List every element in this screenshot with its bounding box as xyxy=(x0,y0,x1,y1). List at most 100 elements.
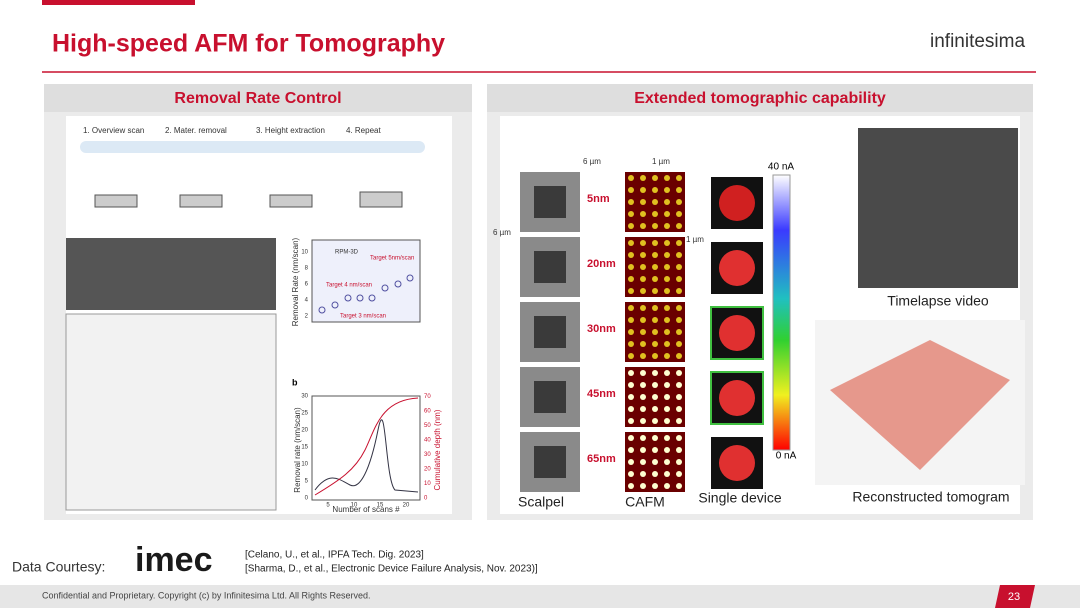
cafm-dot xyxy=(664,199,670,205)
cafm-dot xyxy=(640,370,646,376)
tick-label: 50 xyxy=(424,423,431,429)
scalpel-pit xyxy=(534,186,566,218)
cafm-dot xyxy=(640,382,646,388)
cafm-dot xyxy=(640,353,646,359)
cafm-dot xyxy=(652,406,658,412)
sem-images xyxy=(66,238,276,310)
tick-label: 25 xyxy=(301,411,308,417)
cafm-dot xyxy=(652,418,658,424)
marker xyxy=(344,294,352,302)
cafm-dot xyxy=(676,317,682,323)
title: High-speed AFM for Tomography xyxy=(52,30,445,58)
cafm-dot xyxy=(628,199,634,205)
device xyxy=(719,185,755,221)
marker xyxy=(331,301,339,309)
caption: CAFM xyxy=(625,494,665,510)
timelapse-image xyxy=(858,128,1018,288)
cafm-dot xyxy=(676,305,682,311)
cafm-dot xyxy=(628,406,634,412)
cafm-dot xyxy=(628,240,634,246)
cafm-dot xyxy=(640,276,646,282)
cafm-dot xyxy=(652,471,658,477)
cafm-dot xyxy=(640,329,646,335)
schematic xyxy=(94,191,403,208)
cafm-dot xyxy=(664,418,670,424)
tick-label: 0 xyxy=(305,496,309,502)
tick-label: 15 xyxy=(377,503,384,509)
cafm-dot xyxy=(652,264,658,270)
step: 2. Mater. removal xyxy=(165,126,227,135)
panel-header xyxy=(487,84,1033,112)
cafm-dot xyxy=(676,370,682,376)
cafm-dot xyxy=(640,317,646,323)
cafm-dot xyxy=(628,175,634,181)
cafm-dot xyxy=(628,223,634,229)
cafm-dot xyxy=(676,276,682,282)
device xyxy=(719,380,755,416)
cafm-dot xyxy=(676,264,682,270)
colorbar-label: 40 nA xyxy=(768,162,794,173)
timeline xyxy=(80,141,425,153)
cafm-dot xyxy=(628,317,634,323)
cafm-dot xyxy=(640,240,646,246)
annotation: Target 3 nm/scan xyxy=(340,314,386,320)
cafm-dot xyxy=(640,471,646,477)
cafm-dot xyxy=(652,382,658,388)
dimension: 6 µm xyxy=(493,228,511,237)
dimension: 1 µm xyxy=(652,157,670,166)
cafm-dot xyxy=(652,353,658,359)
cafm-dot xyxy=(676,394,682,400)
tick-label: 30 xyxy=(301,394,308,400)
cafm-dot xyxy=(676,199,682,205)
axis-label: Removal rate (nm/scan) xyxy=(293,407,302,493)
accent-bar xyxy=(42,0,195,5)
flowchart xyxy=(65,313,277,511)
legend: RPM-3D xyxy=(335,250,359,256)
step: 3. Height extraction xyxy=(256,126,325,135)
cafm-dot xyxy=(628,459,634,465)
cafm-dot xyxy=(628,264,634,270)
tomogram-volume xyxy=(830,340,1010,470)
page-box xyxy=(995,585,1035,608)
tick-label: 0 xyxy=(424,496,428,502)
cafm-dot xyxy=(676,252,682,258)
cafm-dot xyxy=(628,211,634,217)
cafm-dot xyxy=(652,341,658,347)
cafm-dot xyxy=(664,447,670,453)
cafm-dot xyxy=(676,187,682,193)
cafm-dot xyxy=(676,240,682,246)
cafm-dot xyxy=(640,252,646,258)
dimension: 1 µm xyxy=(686,235,704,244)
cafm-dot xyxy=(652,329,658,335)
cafm-dot xyxy=(652,305,658,311)
cafm-dot xyxy=(640,483,646,489)
scalpel-pit xyxy=(534,316,566,348)
cafm-dot xyxy=(676,406,682,412)
cafm-dot xyxy=(676,288,682,294)
cafm-dot xyxy=(652,175,658,181)
marker xyxy=(406,274,414,282)
tick-label: 10 xyxy=(301,250,308,256)
cafm-dot xyxy=(664,471,670,477)
scalpel-pit xyxy=(534,446,566,478)
cafm-dot xyxy=(664,382,670,388)
cafm-dot xyxy=(676,223,682,229)
page-number: 23 xyxy=(1008,591,1020,603)
cafm-dot xyxy=(652,394,658,400)
cafm-dot xyxy=(676,211,682,217)
tick-label: 70 xyxy=(424,394,431,400)
depth-label: 5nm xyxy=(587,193,610,205)
colorbar-label: 0 nA xyxy=(776,451,797,462)
cafm-dot xyxy=(628,370,634,376)
courtesy-label: Data Courtesy: xyxy=(12,559,105,575)
cafm-dot xyxy=(628,252,634,258)
caption: Timelapse video xyxy=(887,293,989,309)
reference: [Sharma, D., et al., Electronic Device F… xyxy=(245,564,538,575)
depth-label: 65nm xyxy=(587,453,616,465)
cafm-dot xyxy=(628,288,634,294)
cafm-dot xyxy=(664,252,670,258)
panel-header xyxy=(44,84,472,112)
tick-label: 5 xyxy=(305,479,309,485)
cafm-dot xyxy=(664,264,670,270)
device xyxy=(719,250,755,286)
